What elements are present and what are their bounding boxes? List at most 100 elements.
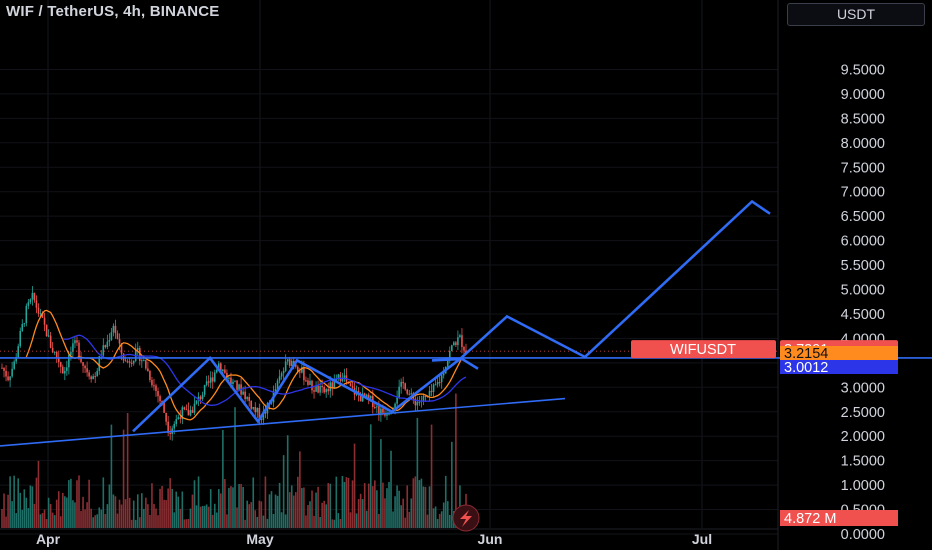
volume-bar bbox=[167, 488, 169, 528]
candle-body bbox=[59, 362, 62, 367]
candle-body bbox=[147, 368, 149, 372]
volume-bar bbox=[84, 509, 86, 528]
volume-bar bbox=[451, 441, 453, 528]
volume-bar bbox=[96, 514, 99, 528]
candle-body bbox=[294, 364, 297, 367]
candle-body bbox=[130, 362, 133, 364]
volume-bar bbox=[290, 485, 293, 528]
candle-body bbox=[440, 375, 443, 383]
volume-bar bbox=[262, 515, 265, 528]
candle-body bbox=[351, 386, 354, 388]
volume-bar bbox=[29, 485, 32, 528]
volume-bar bbox=[136, 494, 139, 528]
candle-body bbox=[29, 299, 32, 303]
candle-body bbox=[193, 403, 196, 413]
candle-body bbox=[278, 376, 281, 381]
volume-bar bbox=[114, 496, 117, 528]
volume-bar bbox=[68, 480, 70, 528]
candle-body bbox=[143, 360, 145, 362]
volume-bar bbox=[143, 508, 145, 528]
candle-body bbox=[286, 359, 289, 362]
candle-body bbox=[177, 417, 180, 420]
volume-bar bbox=[288, 492, 291, 528]
volume-bar bbox=[256, 516, 259, 528]
y-tick-label: 7.5000 bbox=[841, 160, 885, 176]
candle-body bbox=[408, 393, 411, 395]
volume-bar bbox=[203, 505, 206, 528]
volume-bar bbox=[333, 519, 336, 528]
volume-bar bbox=[418, 480, 421, 528]
candle-body bbox=[400, 381, 402, 387]
volume-bar bbox=[209, 489, 212, 528]
volume-bar bbox=[94, 515, 97, 528]
volume-bar bbox=[98, 507, 101, 528]
volume-bar bbox=[74, 502, 76, 528]
candle-body bbox=[120, 343, 123, 354]
candle-body bbox=[315, 385, 317, 392]
volume-bar bbox=[351, 480, 354, 528]
candle-body bbox=[157, 390, 159, 397]
y-tick-label: 3.0000 bbox=[841, 380, 885, 396]
volume-bar bbox=[23, 489, 26, 528]
volume-bar bbox=[367, 483, 370, 528]
y-tick-label: 6.0000 bbox=[841, 234, 885, 250]
volume-bar bbox=[420, 478, 423, 528]
volume-bar bbox=[307, 505, 309, 528]
candle-body bbox=[457, 337, 459, 345]
support-trendline[interactable] bbox=[0, 397, 566, 447]
currency-selector[interactable]: USDT bbox=[787, 3, 925, 26]
candle-body bbox=[92, 376, 94, 380]
volume-bar bbox=[157, 515, 159, 528]
volume-bar bbox=[240, 483, 242, 528]
candle-body bbox=[317, 385, 319, 393]
candle-body bbox=[17, 346, 20, 358]
candle-body bbox=[159, 396, 161, 402]
candle-body bbox=[114, 325, 117, 334]
candle-body bbox=[128, 361, 131, 363]
candle-body bbox=[96, 370, 99, 377]
volume-bar bbox=[145, 497, 147, 528]
candle-body bbox=[151, 380, 153, 386]
volume-bar bbox=[270, 491, 273, 528]
candle-body bbox=[434, 384, 437, 386]
projection-path[interactable] bbox=[459, 199, 771, 360]
volume-bar bbox=[41, 513, 44, 528]
candle-body bbox=[155, 385, 157, 391]
candle-body bbox=[331, 382, 334, 389]
volume-bar bbox=[416, 418, 419, 528]
zigzag-pattern[interactable] bbox=[132, 356, 461, 433]
candle-body bbox=[145, 360, 147, 369]
breakout-arrow[interactable] bbox=[431, 357, 479, 370]
volume-bar bbox=[224, 479, 226, 528]
volume-bar bbox=[159, 488, 161, 528]
volume-bar bbox=[252, 477, 255, 528]
volume-bar bbox=[258, 500, 261, 528]
volume-bar bbox=[153, 503, 155, 528]
candle-body bbox=[61, 366, 64, 374]
volume-bar bbox=[374, 480, 376, 528]
volume-bar bbox=[33, 503, 36, 528]
candle-body bbox=[15, 357, 17, 362]
candle-body bbox=[329, 382, 332, 392]
volume-bar bbox=[82, 496, 84, 528]
candle-body bbox=[418, 401, 421, 403]
candle-body bbox=[3, 367, 5, 371]
candle-body bbox=[242, 391, 244, 395]
candle-body bbox=[442, 373, 445, 376]
candle-body bbox=[319, 385, 321, 393]
candle-body bbox=[402, 381, 404, 384]
volume-bar bbox=[169, 478, 171, 528]
volume-bar bbox=[165, 500, 167, 528]
candle-body bbox=[122, 353, 125, 361]
candle-body bbox=[232, 381, 234, 385]
candle-body bbox=[104, 345, 107, 348]
volume-bar bbox=[191, 494, 194, 528]
candle-body bbox=[378, 406, 380, 416]
candle-body bbox=[226, 372, 228, 379]
x-tick-label: May bbox=[246, 531, 273, 547]
candle-body bbox=[35, 300, 38, 308]
volume-bar bbox=[134, 519, 137, 528]
candle-body bbox=[163, 402, 165, 413]
